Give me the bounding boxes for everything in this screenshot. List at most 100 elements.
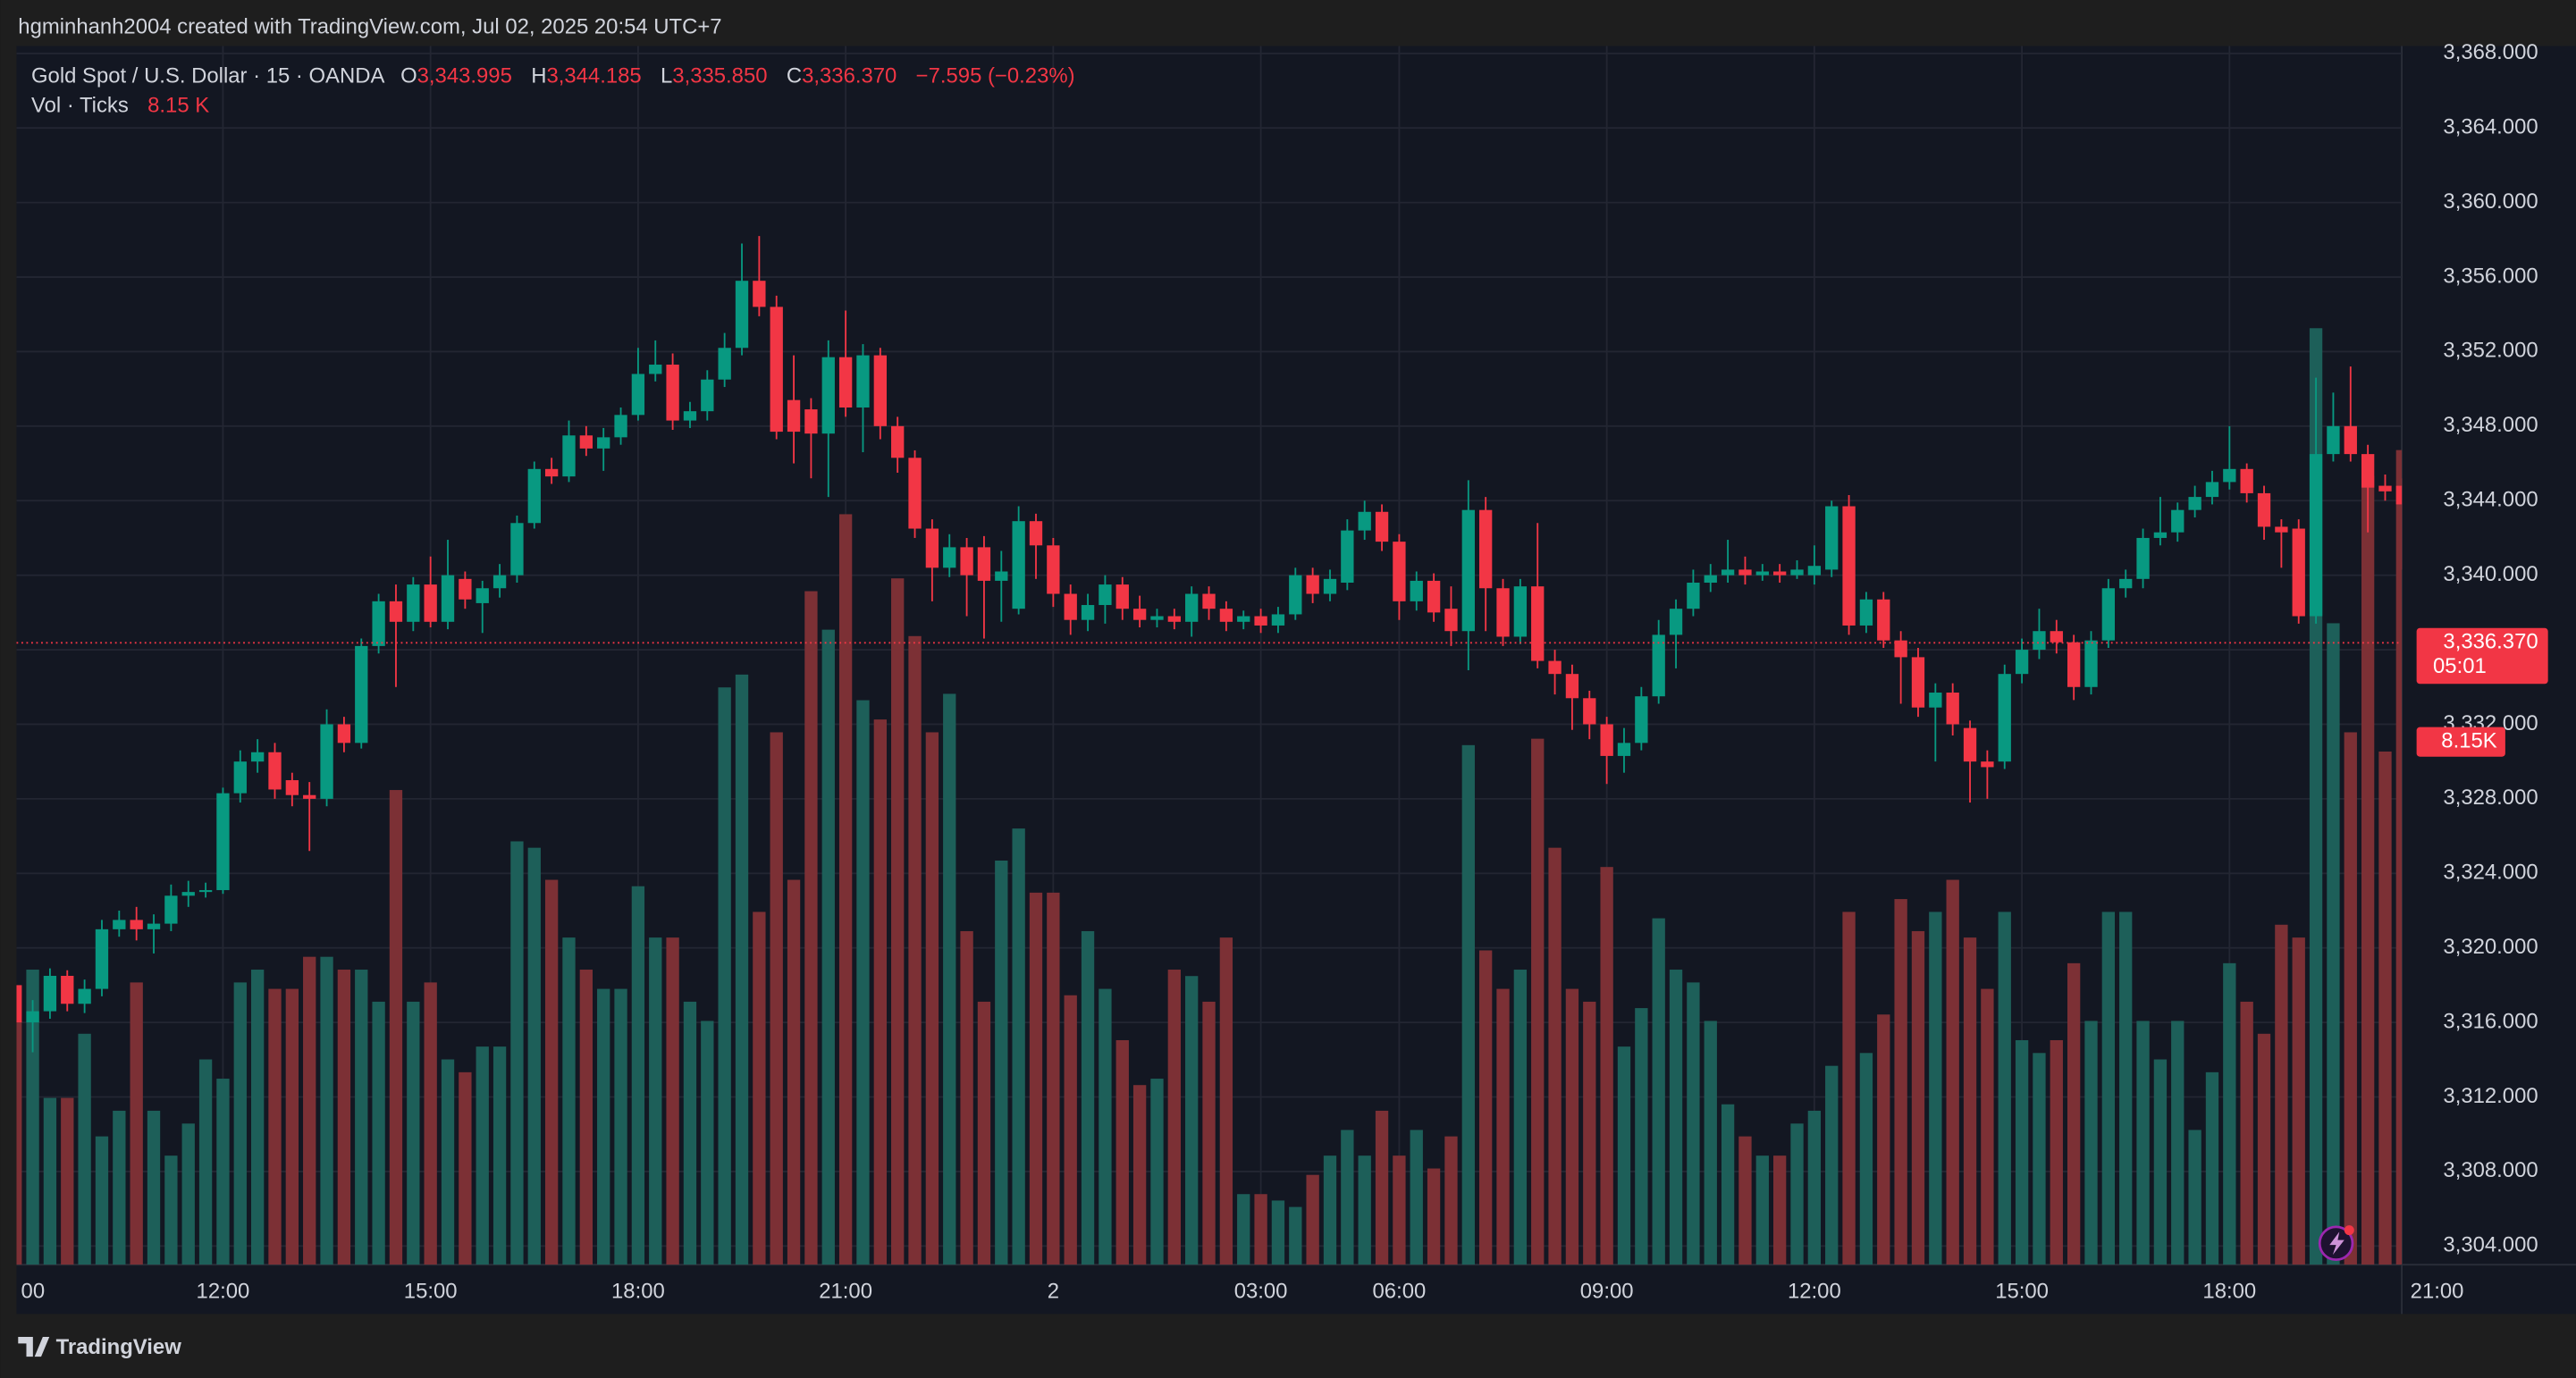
candle-body [891, 425, 905, 458]
candle-body [1704, 575, 1717, 584]
candle-body [995, 571, 1008, 581]
volume-bar [1375, 1110, 1389, 1265]
volume-bar [1738, 1136, 1752, 1265]
candle-body [355, 645, 368, 744]
volume-bar [2153, 1059, 2168, 1265]
volume-bar [873, 719, 887, 1265]
volume-bar [2033, 1053, 2046, 1265]
candle-body [1306, 575, 1319, 594]
candle-body [1427, 580, 1441, 613]
candle-body [389, 601, 403, 622]
candle-body [1894, 640, 1907, 658]
candle-body [2361, 454, 2375, 488]
candle-body [1825, 506, 1839, 570]
candle-body [579, 435, 593, 449]
candle-body [718, 348, 731, 380]
candle-body [960, 547, 973, 576]
volume-bar [770, 732, 783, 1265]
candle-body [2119, 578, 2133, 589]
candle-body [2240, 468, 2253, 493]
volume-bar [1461, 744, 1475, 1265]
y-tick-label: 3,360.000 [2443, 189, 2538, 214]
volume-bar [113, 1110, 126, 1265]
y-tick-label: 3,320.000 [2443, 935, 2538, 959]
legend: Gold Spot / U.S. Dollar · 15 · OANDA O3,… [31, 64, 1075, 88]
volume-bar [1047, 892, 1060, 1265]
candle-body [2084, 640, 2098, 687]
candle-body [597, 437, 610, 449]
volume-bar [1721, 1104, 1735, 1265]
x-tick-label: 09:00 [1580, 1280, 1634, 1304]
candle-body [1358, 511, 1371, 531]
y-tick-label: 3,308.000 [2443, 1158, 2538, 1182]
x-tick-label: 18:00 [2202, 1280, 2256, 1304]
volume-bar [355, 970, 368, 1265]
candle-body [2033, 631, 2046, 651]
volume-bar [492, 1046, 507, 1265]
candle-body [1064, 593, 1077, 620]
candle-body [1669, 609, 1683, 635]
candle-body [476, 588, 489, 603]
candle-body [562, 435, 576, 477]
volume-bar [544, 879, 559, 1265]
high: 3,344.185 [546, 64, 641, 88]
volume-bar [2084, 1021, 2098, 1265]
candle-body [1461, 509, 1475, 632]
candle-body [1496, 588, 1510, 637]
volume-bar [43, 1097, 57, 1265]
volume-bar [181, 1123, 195, 1265]
volume-bar [977, 1001, 991, 1265]
volume-bar [1565, 988, 1579, 1265]
volume-bar [95, 1136, 109, 1265]
candle-body [1341, 530, 1354, 584]
candle-body [1375, 511, 1389, 542]
candle-body [770, 307, 783, 433]
candle-body [666, 365, 679, 421]
candle-body [216, 793, 230, 891]
x-tick-label: 18:00 [611, 1280, 665, 1304]
volume-bar [198, 1059, 213, 1265]
x-tick-label: 03:00 [1234, 1280, 1288, 1304]
volume-bar [233, 982, 247, 1265]
candle-body [701, 379, 714, 412]
low-key: L [661, 64, 672, 88]
volume-bar [925, 732, 939, 1265]
volume-bar [1583, 1001, 1596, 1265]
open: 3,343.995 [417, 64, 512, 88]
volume-bar [285, 988, 299, 1265]
x-tick-label: 15:00 [1995, 1280, 2049, 1304]
candle-body [1271, 614, 1285, 626]
candle-body [1132, 609, 1147, 620]
volume-bar [2292, 937, 2305, 1265]
candle-body [544, 468, 559, 477]
volume-bar [476, 1046, 489, 1265]
volume-bar [1479, 950, 1493, 1265]
candle-body [1029, 521, 1043, 546]
candle-body [753, 281, 766, 307]
x-tick-label: 12:00 [197, 1280, 250, 1304]
volume-bar [2050, 1039, 2063, 1265]
volume-bar [1496, 988, 1510, 1265]
candle-body [943, 547, 956, 568]
volume-bar [1012, 828, 1025, 1265]
candle-body [2257, 492, 2271, 527]
volume-bar [2275, 924, 2288, 1265]
volume-bar [995, 861, 1008, 1265]
plot: 3,304.000 3,308.000 3,312.000 3,316.000 3,32… [16, 40, 2548, 1304]
candle-body [250, 752, 265, 762]
volume-bar [527, 847, 541, 1265]
volume-bar [268, 988, 282, 1265]
candle-body [1289, 575, 1302, 615]
candle-body [510, 523, 524, 576]
volume-bar [943, 693, 956, 1265]
candle-body [1531, 586, 1545, 661]
volume-bar [1341, 1130, 1354, 1265]
candle-body [1150, 616, 1164, 620]
volume-bar [1132, 1085, 1147, 1265]
alert-bolt [2329, 1231, 2344, 1256]
volume-bar [1289, 1206, 1302, 1265]
x-tick-label: 06:00 [1373, 1280, 1427, 1304]
volume-bar [2101, 912, 2116, 1265]
candle-body [1012, 521, 1025, 609]
volume-bar [2257, 1033, 2271, 1265]
